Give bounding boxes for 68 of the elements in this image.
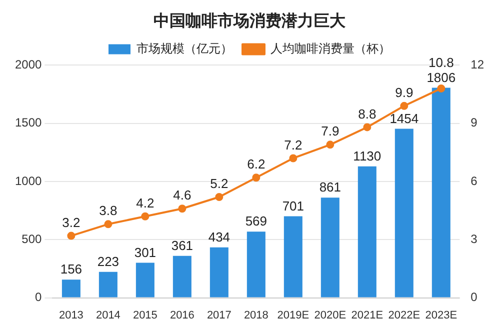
- y-tick-label: 0: [35, 290, 42, 304]
- point: [400, 102, 408, 110]
- bar: [394, 128, 414, 298]
- y2-tick-label: 9: [470, 116, 478, 130]
- data-label: 223: [97, 254, 120, 269]
- bar: [320, 198, 340, 298]
- x-tick-label: 2023E: [425, 309, 458, 322]
- bar: [210, 247, 228, 298]
- bar: [136, 262, 154, 298]
- data-label: 7.2: [284, 137, 302, 152]
- data-label: 434: [208, 229, 230, 244]
- data-label: 7.9: [321, 124, 340, 139]
- legend-label: 人均咖啡消费量（杯）: [270, 42, 390, 56]
- data-label: 9.9: [395, 84, 414, 100]
- data-label: 8.8: [358, 106, 376, 122]
- data-label: 5.2: [210, 176, 228, 192]
- bar: [246, 232, 266, 298]
- y2-tick-label: 6: [470, 174, 478, 188]
- point: [289, 154, 298, 162]
- data-label: 3.2: [62, 214, 80, 230]
- bar: [98, 272, 118, 298]
- y-tick-label: 500: [22, 232, 42, 246]
- point: [252, 174, 260, 182]
- x-tick-label: 2015: [132, 309, 158, 322]
- y-tick-label: 1500: [14, 116, 42, 130]
- bar: [432, 88, 450, 298]
- bar: [284, 216, 302, 298]
- x-tick-label: 2021E: [351, 309, 384, 322]
- point: [67, 232, 76, 240]
- x-tick-label: 2022E: [388, 309, 420, 322]
- x-tick-label: 2017: [206, 309, 232, 322]
- data-label: 156: [60, 262, 82, 277]
- data-label: 6.2: [247, 156, 266, 172]
- point: [215, 193, 224, 202]
- data-label: 861: [319, 180, 342, 195]
- x-tick-label: 2014: [96, 309, 120, 322]
- data-label: 569: [245, 214, 268, 229]
- y2-tick-label: 12: [470, 58, 484, 72]
- point: [363, 123, 372, 132]
- bar: [358, 166, 376, 298]
- x-tick-label: 2013: [58, 309, 84, 322]
- x-tick-label: 2020E: [314, 309, 346, 322]
- data-label: 4.6: [173, 188, 192, 203]
- x-tick-label: 2016: [170, 309, 194, 322]
- point: [437, 84, 446, 92]
- legend-label: 市场规模（亿元）: [136, 42, 232, 56]
- data-label: 1806: [426, 70, 456, 85]
- point: [141, 212, 150, 220]
- data-label: 1454: [390, 110, 419, 126]
- data-label: 701: [282, 198, 304, 214]
- bar: [62, 280, 80, 298]
- data-label: 10.8: [428, 54, 454, 70]
- x-tick-label: 2018: [244, 309, 268, 322]
- point: [178, 204, 186, 213]
- point: [326, 140, 334, 149]
- data-label: 301: [134, 244, 156, 260]
- y-tick-label: 2000: [14, 58, 42, 72]
- y-tick-label: 1000: [14, 174, 42, 188]
- data-label: 4.2: [136, 195, 154, 210]
- data-label: 361: [171, 238, 194, 253]
- chart-title: 中国咖啡市场消费潜力巨大: [154, 12, 346, 30]
- x-tick-label: 2019E: [277, 309, 310, 322]
- data-label: 3.8: [99, 203, 118, 218]
- y2-tick-label: 0: [470, 290, 478, 304]
- data-label: 1130: [353, 148, 382, 164]
- point: [104, 220, 112, 228]
- y2-tick-label: 3: [470, 232, 478, 246]
- bar: [172, 256, 192, 298]
